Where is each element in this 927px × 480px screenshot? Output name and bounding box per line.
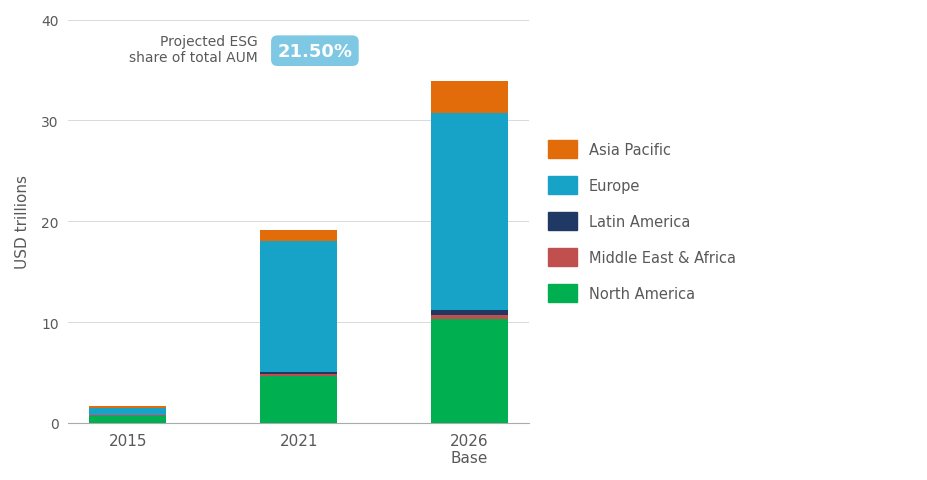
Bar — [431, 310, 508, 315]
Bar — [431, 319, 508, 423]
Legend: Asia Pacific, Europe, Latin America, Middle East & Africa, North America: Asia Pacific, Europe, Latin America, Mid… — [540, 134, 743, 310]
Bar — [89, 416, 166, 423]
Bar — [260, 372, 337, 375]
Bar — [89, 406, 166, 408]
Bar — [260, 377, 337, 423]
Bar — [431, 114, 508, 310]
Bar — [260, 231, 337, 242]
Bar — [89, 408, 166, 415]
Y-axis label: USD trillions: USD trillions — [15, 175, 30, 269]
Bar — [89, 415, 166, 416]
Bar — [260, 242, 337, 372]
Bar — [431, 82, 508, 114]
Text: Projected ESG
share of total AUM: Projected ESG share of total AUM — [129, 35, 257, 65]
Bar — [260, 375, 337, 377]
Text: 21.50%: 21.50% — [277, 43, 352, 60]
Bar — [431, 315, 508, 319]
